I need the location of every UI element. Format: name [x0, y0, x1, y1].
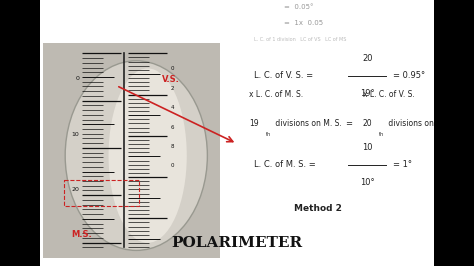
Text: divisions on V. S.: divisions on V. S.	[386, 119, 453, 128]
Text: POLARIMETER: POLARIMETER	[172, 236, 302, 250]
Text: = 0.95°: = 0.95°	[393, 71, 426, 80]
Text: 10: 10	[362, 143, 373, 152]
Text: x L. C. of M. S.: x L. C. of M. S.	[249, 90, 303, 99]
Text: 4: 4	[171, 105, 174, 110]
Text: M.S.: M.S.	[72, 230, 92, 239]
Text: 19: 19	[249, 119, 258, 128]
Text: =  0.05°: = 0.05°	[284, 4, 314, 10]
Text: L. C. of 1 division   LC of VS   LC of MS: L. C. of 1 division LC of VS LC of MS	[254, 38, 346, 42]
Text: =: =	[345, 119, 352, 128]
Text: th: th	[265, 132, 271, 137]
Text: 10°: 10°	[360, 178, 374, 187]
Text: 6: 6	[171, 124, 174, 130]
Text: divisions on M. S.: divisions on M. S.	[273, 119, 341, 128]
Bar	[64, 180, 138, 206]
Text: 8: 8	[171, 144, 174, 149]
Ellipse shape	[109, 68, 187, 243]
Text: 0: 0	[171, 163, 174, 168]
Text: 19°: 19°	[360, 89, 374, 98]
Text: L. C. of V. S. =: L. C. of V. S. =	[254, 71, 313, 80]
Text: 20: 20	[362, 54, 373, 63]
Text: x L. C. of V. S.: x L. C. of V. S.	[363, 90, 414, 99]
Bar	[43, 43, 220, 258]
Text: 2: 2	[171, 86, 174, 91]
Text: V.S.: V.S.	[162, 75, 180, 84]
Text: 0: 0	[75, 76, 79, 81]
Ellipse shape	[65, 61, 207, 250]
Bar	[434, 0, 474, 266]
Text: =  1x  0.05: = 1x 0.05	[284, 20, 324, 26]
Text: 0: 0	[171, 66, 174, 71]
Text: L. C. of M. S. =: L. C. of M. S. =	[254, 160, 315, 169]
Text: 20: 20	[72, 186, 79, 192]
Text: th: th	[379, 132, 384, 137]
Text: 10: 10	[72, 132, 79, 137]
Text: = 1°: = 1°	[393, 160, 412, 169]
Text: Method 2: Method 2	[293, 204, 342, 213]
Bar	[0, 0, 40, 266]
Text: 20: 20	[363, 119, 372, 128]
